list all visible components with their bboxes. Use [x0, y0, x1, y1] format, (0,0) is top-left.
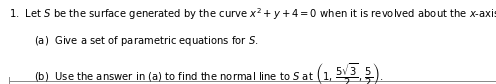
Text: 1.  Let $\mathit{S}$ be the surface generated by the curve $x^2 + y + 4 = 0$ whe: 1. Let $\mathit{S}$ be the surface gener… [9, 6, 496, 22]
Text: (a)  Give a set of parametric equations for $\mathit{S}$.: (a) Give a set of parametric equations f… [34, 34, 258, 48]
Text: (b)  Use the answer in (a) to find the normal line to $\mathit{S}$ at $\left(1,\: (b) Use the answer in (a) to find the no… [34, 61, 383, 84]
